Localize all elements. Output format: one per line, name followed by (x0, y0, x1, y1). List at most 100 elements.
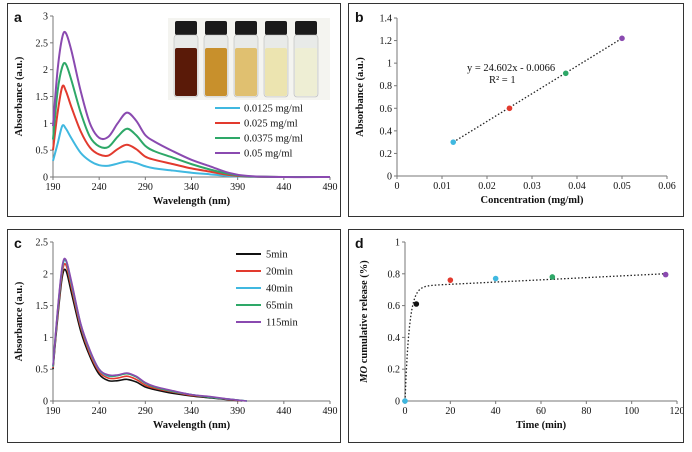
x-tick-label: 40 (491, 406, 501, 417)
chart-c: c 190 240 290 340 390 440 490 0 0.5 1 1.5 2 2.5 Wavele… (14, 235, 338, 431)
x-tick-label: 0.01 (433, 181, 451, 192)
x-tick-label: 20 (445, 406, 455, 417)
y-tick-label: 1 (43, 333, 48, 344)
y-axis-title: Absorbance (a.u.) (355, 57, 366, 137)
series-line-0 (52, 268, 243, 402)
panel-d: d 0 20 40 60 80 100 120 0 0.2 0.4 0.6 0.8 1 Time (min)… (348, 229, 685, 443)
series-line-1 (52, 263, 246, 402)
x-tick-label: 390 (230, 406, 245, 417)
y-tick-label: 2.5 (36, 38, 49, 49)
x-axis-title: Wavelength (nm) (153, 196, 231, 207)
x-tick-label: 440 (276, 182, 291, 193)
y-tick-label: 1 (395, 238, 400, 249)
y-tick-label: 0 (395, 397, 400, 408)
y-tick-label: 1.4 (380, 14, 393, 25)
x-tick-label: 490 (323, 406, 338, 417)
x-axis-title: Time (min) (516, 420, 567, 431)
y-tick-label: 0.2 (380, 149, 393, 160)
y-tick-label: 2 (43, 269, 48, 280)
y-axis-title: Absorbance (a.u.) (14, 281, 25, 361)
x-tick-label: 290 (138, 406, 153, 417)
x-tick-label: 490 (323, 182, 338, 193)
y-tick-label: 2 (43, 65, 48, 76)
y-tick-label: 1.2 (380, 36, 393, 47)
data-point-1 (413, 301, 420, 307)
y-tick-label: 0.4 (380, 126, 393, 137)
x-tick-label: 240 (92, 182, 107, 193)
x-tick-label: 0 (403, 406, 408, 417)
x-axis-title: Concentration (mg/ml) (481, 195, 584, 206)
series-line-0 (52, 124, 331, 179)
y-tick-label: 0.6 (388, 301, 401, 312)
vial-solution (175, 48, 197, 96)
panel-a: a 190 240 290 340 390 440 490 0 0.5 1 1.5 2 2.5 3 Wavel… (7, 3, 341, 217)
y-tick-label: 1.5 (36, 301, 49, 312)
series-line-3 (52, 30, 331, 179)
data-point-3 (619, 35, 625, 42)
series-line-1 (52, 84, 331, 179)
chart-b: b 0 0.01 0.02 0.03 0.04 0.05 0.06 0 0.2 0.4 0.6 0.8 1… (355, 9, 676, 206)
x-tick-label: 100 (624, 406, 639, 417)
y-axis-title-rest: cumulative release (%) (359, 260, 370, 366)
x-tick-label: 190 (46, 406, 61, 417)
data-point-0 (402, 398, 408, 404)
data-point-3 (492, 275, 499, 282)
y-axis-title: MO cumulative release (%) (359, 260, 370, 384)
legend-label-3: 65min (266, 301, 294, 312)
series-line-4 (52, 257, 247, 402)
x-tick-label: 190 (46, 182, 61, 193)
legend-label-2: 40min (266, 284, 294, 295)
panel-label: b (355, 9, 364, 25)
legend-label-2: 0.0375 mg/ml (244, 134, 303, 145)
x-axis-title: Wavelength (nm) (153, 420, 231, 431)
vial-solution (205, 48, 227, 96)
y-tick-label: 1 (387, 59, 392, 70)
legend-label-4: 115min (266, 318, 298, 329)
data-point-1 (506, 105, 513, 112)
x-tick-label: 340 (184, 406, 199, 417)
y-tick-label: 2.5 (36, 238, 49, 249)
r-squared-label: R² = 1 (489, 75, 516, 86)
x-tick-label: 0.04 (568, 181, 586, 192)
vials-inset (168, 18, 330, 100)
y-tick-label: 0.5 (36, 146, 49, 157)
x-tick-label: 340 (184, 182, 199, 193)
data-point-0 (450, 139, 457, 145)
panel-b: b 0 0.01 0.02 0.03 0.04 0.05 0.06 0 0.2 0.4 0.6 0.8 1… (348, 3, 684, 217)
x-tick-label: 240 (92, 406, 107, 417)
y-tick-label: 0.8 (388, 269, 401, 280)
y-tick-label: 0 (43, 173, 48, 184)
chart-a: a 190 240 290 340 390 440 490 0 0.5 1 1.5 2 2.5 3 Wavel… (14, 9, 338, 207)
y-tick-label: 0.8 (380, 81, 393, 92)
x-tick-label: 0.03 (523, 181, 541, 192)
data-point-4 (549, 274, 556, 280)
y-tick-label: 0.2 (388, 365, 401, 376)
legend-label-1: 0.025 mg/ml (244, 119, 298, 130)
y-tick-label: 1 (43, 119, 48, 130)
panel-c: c 190 240 290 340 390 440 490 0 0.5 1 1.5 2 2.5 Wavele… (7, 229, 341, 443)
panel-label: d (355, 235, 364, 251)
y-tick-label: 0.6 (380, 104, 393, 115)
legend-label-1: 20min (266, 267, 294, 278)
series-line-2 (52, 61, 331, 179)
x-tick-label: 290 (138, 182, 153, 193)
y-tick-label: 0 (43, 397, 48, 408)
panel-label: c (14, 235, 22, 251)
x-tick-label: 120 (670, 406, 684, 417)
vial-solution (265, 48, 287, 96)
y-tick-label: 0.4 (388, 333, 401, 344)
y-tick-label: 0.5 (36, 365, 49, 376)
vial-cap (235, 21, 257, 35)
x-tick-label: 0 (395, 181, 400, 192)
panel-label: a (14, 9, 22, 25)
x-tick-label: 0.05 (613, 181, 631, 192)
chart-d: d 0 20 40 60 80 100 120 0 0.2 0.4 0.6 0.8 1 Time (min)… (355, 235, 685, 431)
x-tick-label: 0.02 (478, 181, 496, 192)
legend-label-0: 0.0125 mg/ml (244, 104, 303, 115)
x-tick-label: 440 (276, 406, 291, 417)
data-point-2 (562, 70, 569, 77)
y-tick-label: 3 (43, 12, 48, 23)
data-point-5 (662, 271, 669, 278)
x-tick-label: 390 (230, 182, 245, 193)
